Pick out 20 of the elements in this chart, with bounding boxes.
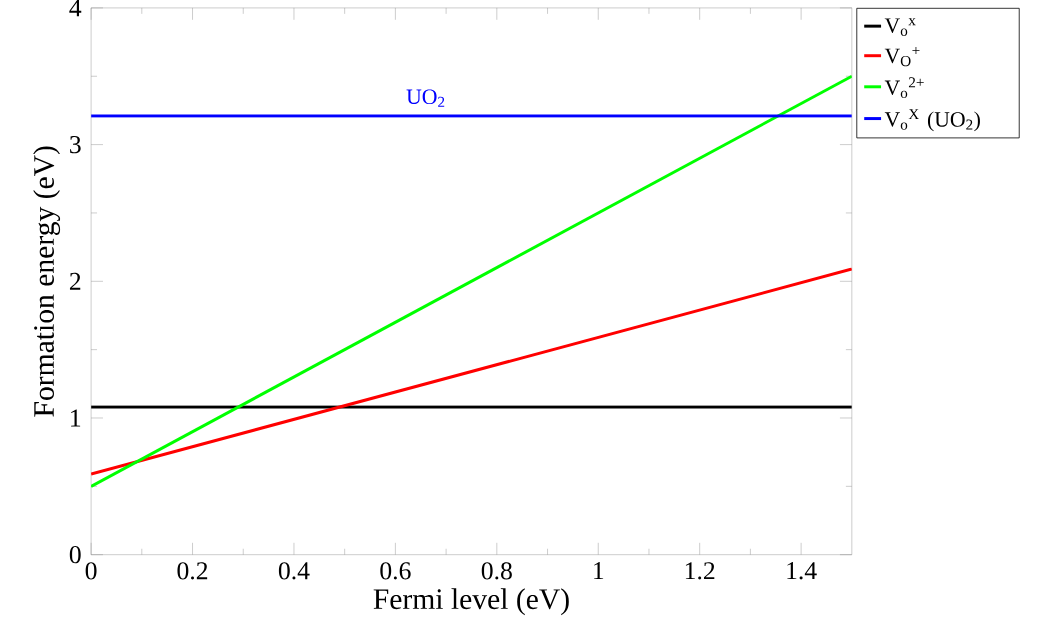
- y-tick-label: 4: [69, 0, 82, 17]
- y-tick-label: 0: [69, 546, 81, 564]
- y-tick-label: 1: [71, 409, 81, 427]
- x-tick-label: 0.6: [380, 562, 411, 580]
- x-tick-label: 1: [594, 562, 604, 580]
- legend-label: V$_{o}$2+: [884, 77, 924, 99]
- legend-label: V$_{o}$x: [884, 18, 916, 36]
- x-tick-label: 1.4: [787, 562, 817, 580]
- x-tick-label: 0.8: [481, 562, 512, 580]
- legend-label: V$_{O}$+: [884, 46, 920, 67]
- legend-label: V$_{o}$$^{X}$ (UO$_{2}$): [884, 109, 980, 132]
- x-tick-label: 1.2: [685, 562, 715, 580]
- annotation: UO$_{2}$: [406, 89, 445, 107]
- y-tick-label: 3: [70, 136, 81, 154]
- y-tick-label: 2: [69, 272, 81, 290]
- x-axis-title: Fermi level (eV): [373, 588, 569, 616]
- x-tick-label: 0: [85, 562, 97, 580]
- y-axis-title: Formation energy (eV): [33, 146, 61, 417]
- x-tick-label: 0.4: [278, 562, 310, 580]
- x-tick-label: 0.2: [177, 562, 208, 580]
